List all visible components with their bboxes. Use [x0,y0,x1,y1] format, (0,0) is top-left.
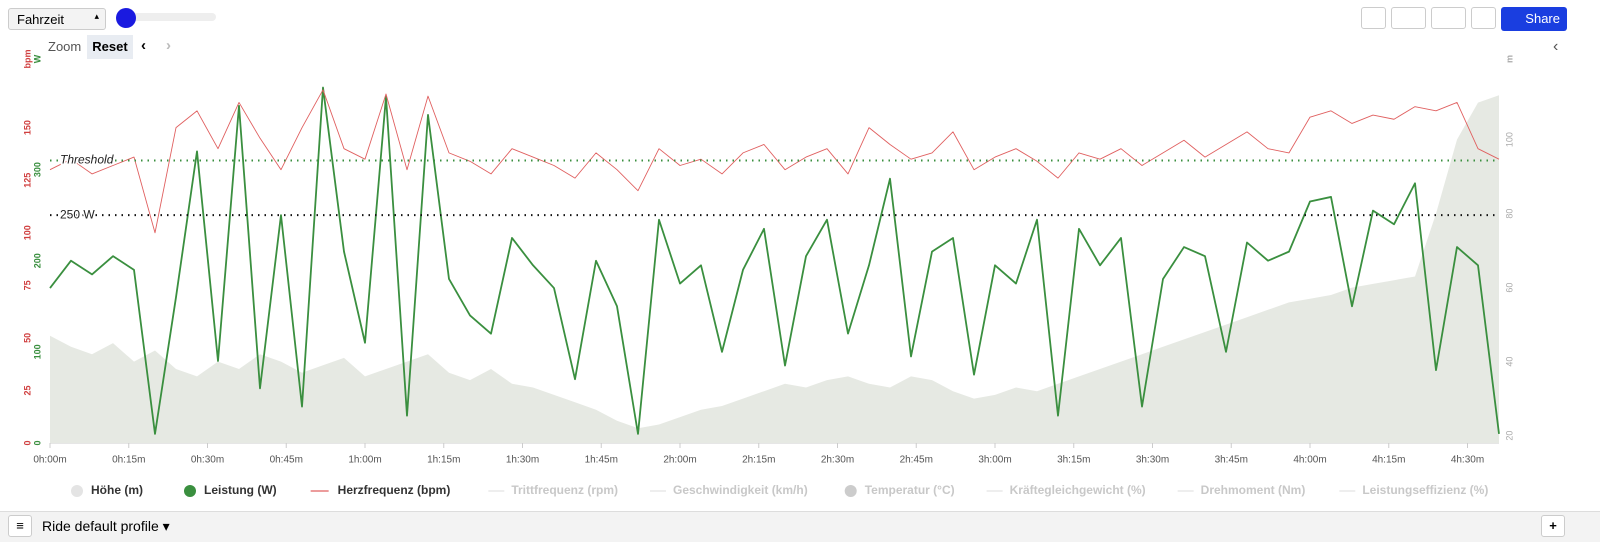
legend-label: Höhe (m) [91,483,143,497]
y-tick-label: 100 [1504,132,1514,147]
profile-select[interactable]: Ride default profile ▾ [42,518,170,534]
axis-unit: m [1504,55,1514,63]
metric-select[interactable]: Fahrzeit ▴ [8,8,106,30]
threshold-label: 250 W [60,207,95,221]
share-label: Share [1525,11,1560,26]
select-label: Fahrzeit [17,12,64,27]
series-line [49,89,1500,234]
x-tick-label: 0h:45m [270,455,303,466]
y-tick-label: 0 [32,440,42,445]
legend-label: Kräftegleichgewicht (%) [1010,483,1146,497]
y-tick-label: 50 [22,333,32,343]
chart: 0h:00m 0h:15m 0h:30m 0h:45m 1h:00m 1h:15m 1h:3… [22,50,1514,498]
x-tick-label: 3h:45m [1215,455,1248,466]
x-tick-label: 1h:45m [585,455,618,466]
share-button[interactable]: Share [1501,7,1567,31]
legend-label: Drehmoment (Nm) [1201,483,1306,497]
profile-label: Ride default profile [42,518,159,534]
x-tick-label: 1h:15m [427,455,460,466]
y-tick-label: 60 [1504,283,1514,293]
add-button[interactable]: + [1541,515,1565,537]
threshold-label: Threshold [60,153,114,167]
y-tick-label: 25 [22,385,32,395]
y-tick-label: 125 [22,173,32,188]
y-tick-label: 100 [22,225,32,240]
y-tick-label: 100 [32,344,42,359]
legend-swatch [71,485,83,497]
x-tick-label: 4h:00m [1293,455,1326,466]
zoom-label: Zoom [48,39,82,54]
settings-button[interactable] [1471,7,1496,29]
y-tick-label: 40 [1504,357,1514,367]
x-tick-label: 2h:30m [821,455,854,466]
x-tick-label: 2h:15m [742,455,775,466]
x-tick-label: 2h:45m [900,455,933,466]
x-tick-label: 3h:30m [1136,455,1169,466]
y-tick-label: 300 [32,162,42,177]
x-tick-label: 0h:00m [33,455,66,466]
legend-label: Leistung (W) [204,483,277,497]
legend-swatch [844,485,857,497]
y-tick-label: 75 [22,280,32,290]
slider-track[interactable] [118,13,216,21]
x-tick-label: 0h:30m [191,455,224,466]
y-tick-label: 200 [32,253,42,268]
collapse-arrow[interactable]: ‹ [1553,38,1559,55]
elevation-area [50,95,1499,443]
legend-label: Trittfrequenz (rpm) [511,483,618,497]
reset-button[interactable]: Reset [87,35,133,59]
x-tick-label: 4h:30m [1451,455,1484,466]
menu-button[interactable]: ≡ [8,515,32,537]
next-button[interactable]: › [166,37,171,54]
footer-bar: ≡ Ride default profile ▾ + [0,511,1600,542]
y-tick-label: 80 [1504,209,1514,219]
download-button[interactable] [1361,7,1386,29]
y-tick-label: 20 [1504,431,1514,441]
x-tick-label: 1h:00m [348,455,381,466]
x-tick-label: 4h:15m [1372,455,1405,466]
legend-label: Leistungseffizienz (%) [1362,483,1488,497]
x-tick-label: 3h:15m [1057,455,1090,466]
x-tick-label: 0h:15m [112,455,145,466]
prev-button[interactable]: ‹ [141,37,146,54]
y-tick-label: 150 [22,120,32,135]
x-tick-label: 1h:30m [506,455,539,466]
slider-knob[interactable] [116,8,136,28]
y-tick-label: 0 [22,440,32,445]
series-line [49,86,1500,435]
axis-unit: W [32,54,42,63]
select-arrow: ▴ [94,11,99,21]
legend-swatch [184,485,196,497]
list-button[interactable] [1431,7,1466,29]
legend-label: Geschwindigkeit (km/h) [673,483,808,497]
legend-label: Herzfrequenz (bpm) [338,483,451,497]
axis-unit: bpm [22,50,32,69]
legend-label: Temperatur (°C) [865,483,955,497]
x-tick-label: 3h:00m [978,455,1011,466]
x-tick-label: 2h:00m [663,455,696,466]
edit-button[interactable] [1391,7,1426,29]
